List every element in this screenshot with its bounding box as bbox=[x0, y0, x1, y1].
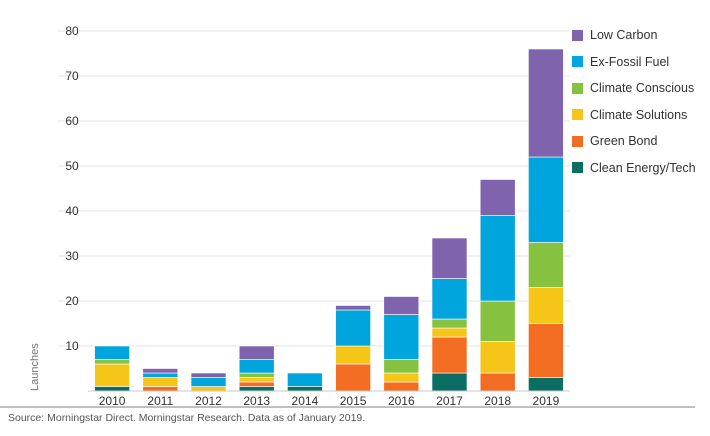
y-tick-label: 10 bbox=[65, 339, 79, 353]
bar-segment bbox=[383, 359, 420, 374]
legend-label: Ex-Fossil Fuel bbox=[590, 54, 670, 69]
y-tick-label: 40 bbox=[65, 204, 79, 218]
y-tick-label: 20 bbox=[65, 294, 79, 308]
y-axis-title: Launches bbox=[29, 343, 41, 391]
legend-item: Green Bond bbox=[572, 128, 696, 155]
bar-segment bbox=[528, 287, 564, 324]
x-tick-label: 2015 bbox=[340, 394, 367, 408]
y-tick-label: 80 bbox=[65, 24, 79, 38]
bar-segment bbox=[528, 323, 564, 378]
bar-segment bbox=[142, 372, 179, 378]
legend-label: Green Bond bbox=[590, 134, 658, 149]
legend-item: Climate Solutions bbox=[572, 102, 696, 129]
bar-segment bbox=[383, 296, 420, 315]
legend-swatch bbox=[572, 29, 583, 41]
legend-item: Climate Conscious bbox=[572, 75, 696, 102]
legend-label: Low Carbon bbox=[590, 28, 658, 43]
bar-segment bbox=[383, 314, 420, 360]
y-axis-tick-labels: 10 20 30 40 50 60 70 80 bbox=[65, 24, 79, 353]
legend-swatch bbox=[572, 109, 583, 121]
legend-swatch bbox=[572, 56, 583, 68]
bar-segment bbox=[431, 372, 468, 392]
bar-segment bbox=[528, 242, 564, 288]
bar-segment bbox=[383, 372, 420, 383]
bars bbox=[94, 48, 564, 392]
bar-segment bbox=[190, 386, 227, 392]
bar-segment bbox=[431, 336, 468, 374]
gridlines bbox=[58, 30, 570, 347]
bar-segment bbox=[94, 363, 130, 387]
bar-segment bbox=[238, 345, 275, 360]
bar-segment bbox=[238, 386, 275, 392]
bar-segment bbox=[94, 386, 130, 392]
y-tick-label: 60 bbox=[65, 114, 79, 128]
legend-item: Clean Energy/Tech bbox=[572, 155, 696, 182]
x-tick-label: 2011 bbox=[147, 394, 173, 408]
bar-segment bbox=[479, 372, 516, 392]
chart-legend: Low Carbon Ex-Fossil Fuel Climate Consciou… bbox=[572, 22, 696, 181]
source-note: Source: Morningstar Direct. Morningstar … bbox=[8, 412, 366, 424]
bar-segment bbox=[238, 372, 275, 378]
bar-segment bbox=[431, 237, 468, 279]
bar-segment bbox=[142, 377, 179, 387]
bar-segment bbox=[431, 318, 468, 329]
bar-segment bbox=[238, 359, 275, 374]
legend-item: Ex-Fossil Fuel bbox=[572, 49, 696, 76]
bar-segment bbox=[335, 305, 371, 311]
bar-segment bbox=[238, 381, 275, 387]
x-tick-label: 2018 bbox=[484, 394, 511, 408]
bar-segment bbox=[142, 386, 179, 392]
bar-segment bbox=[94, 359, 130, 365]
bar-segment bbox=[528, 377, 564, 392]
y-tick-label: 50 bbox=[65, 159, 79, 173]
bar-segment bbox=[190, 377, 227, 387]
x-tick-label: 2013 bbox=[243, 394, 270, 408]
x-tick-label: 2012 bbox=[195, 394, 222, 408]
x-tick-label: 2014 bbox=[292, 394, 319, 408]
bar-segment bbox=[431, 327, 468, 338]
bar-segment bbox=[479, 215, 516, 302]
bar-segment bbox=[431, 278, 468, 320]
bar-segment bbox=[287, 386, 323, 392]
bar-segment bbox=[479, 300, 516, 342]
x-tick-label: 2019 bbox=[533, 394, 560, 408]
legend-swatch bbox=[572, 135, 583, 147]
bar-segment bbox=[479, 179, 516, 216]
x-tick-label: 2017 bbox=[436, 394, 463, 408]
y-tick-label: 70 bbox=[65, 69, 79, 83]
legend-label: Climate Solutions bbox=[590, 107, 688, 122]
x-tick-label: 2016 bbox=[388, 394, 415, 408]
bar-segment bbox=[335, 309, 371, 347]
bar-segment bbox=[335, 345, 371, 365]
bar-segment bbox=[383, 381, 420, 392]
bar-segment bbox=[335, 363, 371, 392]
bar-segment bbox=[528, 156, 564, 243]
bar-segment bbox=[190, 372, 227, 378]
legend-label: Climate Conscious bbox=[590, 81, 695, 96]
bar-segment bbox=[287, 372, 323, 387]
legend-item: Low Carbon bbox=[572, 22, 696, 49]
legend-swatch bbox=[572, 162, 583, 174]
y-tick-label: 30 bbox=[65, 249, 79, 263]
bar-segment bbox=[479, 341, 516, 374]
bar-segment bbox=[528, 48, 564, 158]
x-tick-label: 2010 bbox=[99, 394, 126, 408]
bar-segment bbox=[94, 345, 130, 360]
x-axis-tick-labels: 2010 2011 2012 2013 2014 2015 2016 2017 2018 2019 bbox=[99, 394, 560, 408]
bar-segment bbox=[238, 377, 275, 383]
bar-segment bbox=[142, 368, 179, 374]
legend-swatch bbox=[572, 82, 583, 94]
legend-label: Clean Energy/Tech bbox=[590, 160, 696, 175]
